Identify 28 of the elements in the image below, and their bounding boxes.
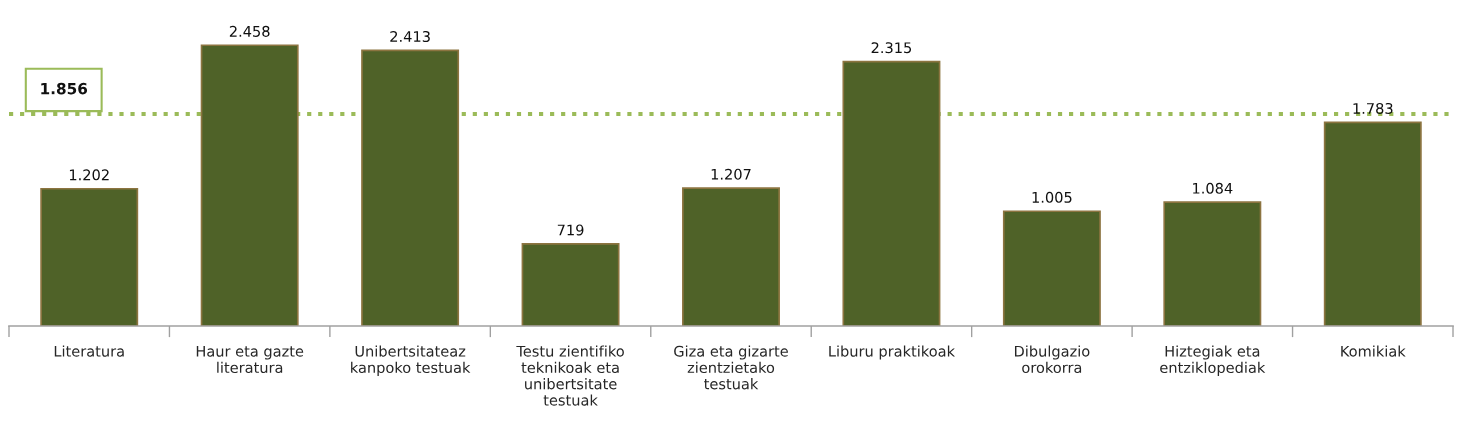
ref-line-label: 1.856 bbox=[41, 82, 88, 95]
x-tick-label: Hiztegiak eta entziklopediak bbox=[1160, 345, 1266, 376]
bar bbox=[1002, 210, 1101, 326]
x-tick-label: Literatura bbox=[54, 345, 124, 357]
data-label: 1.005 bbox=[1032, 191, 1072, 203]
bar bbox=[842, 60, 941, 326]
data-label: 2.458 bbox=[229, 25, 270, 37]
x-tick-label: Komikiak bbox=[1341, 345, 1406, 357]
x-tick-label: Dibulgazio orokorra bbox=[1014, 345, 1090, 374]
bar bbox=[1323, 121, 1422, 326]
data-label: 2.315 bbox=[871, 42, 912, 54]
bar bbox=[521, 243, 620, 326]
bar bbox=[200, 44, 299, 326]
data-label: 1.084 bbox=[1193, 182, 1233, 194]
data-label: 1.202 bbox=[69, 169, 109, 181]
data-label: 1.207 bbox=[711, 168, 751, 180]
data-label: 1.783 bbox=[1353, 102, 1393, 114]
data-label: 719 bbox=[557, 224, 584, 236]
bar bbox=[1163, 201, 1262, 326]
bar bbox=[682, 187, 780, 326]
x-tick-label: Liburu praktikoak bbox=[829, 345, 955, 360]
x-tick-label: Unibertsitateaz kanpoko testuak bbox=[351, 345, 471, 376]
x-tick-label: Haur eta gazte literatura bbox=[196, 345, 304, 374]
x-tick-label: Giza eta gizarte zientzietako testuak bbox=[674, 345, 788, 390]
data-label: 2.413 bbox=[390, 30, 430, 43]
bar bbox=[361, 49, 460, 326]
x-tick-label: Testu zientifiko teknikoak eta unibertsitate testuak bbox=[516, 345, 624, 406]
bar bbox=[40, 187, 139, 326]
